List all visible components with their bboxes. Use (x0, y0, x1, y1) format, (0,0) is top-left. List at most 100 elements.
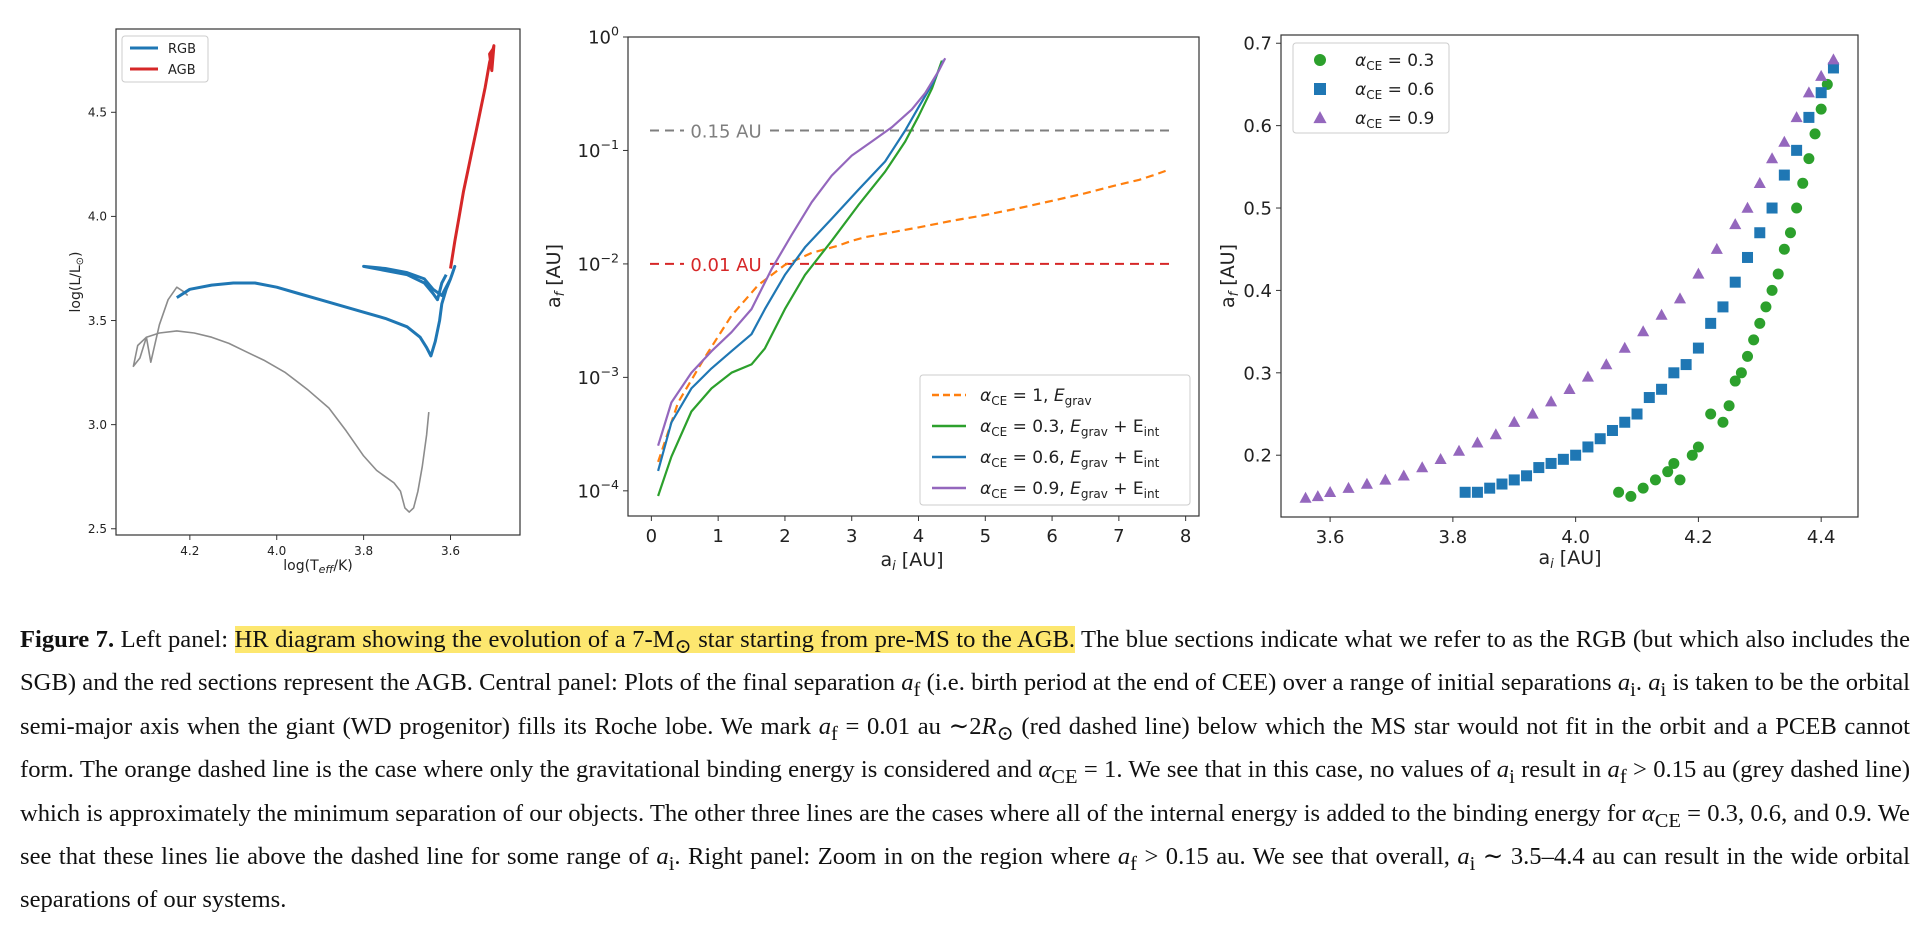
zoom-panel: 3.6 3.8 4.0 4.2 4.4 0.2 0.3 0.4 0.5 0.6 0.7 αCE = … (1217, 34, 1859, 572)
sep-legend-label-0: αCE = 1, Egrav (980, 386, 1092, 408)
zoom-legend-label-2: αCE = 0.9 (1355, 109, 1434, 131)
zoom-point-s2 (1581, 370, 1594, 382)
zoom-point-s2 (1790, 111, 1803, 123)
figure-caption: Figure 7. Left panel: HR diagram showing… (20, 626, 1911, 914)
figure-panels: 4.2 4.0 3.8 3.6 2.5 3.0 3.5 4.0 4.5 RGB AGB log(… (68, 23, 1859, 576)
sep-y-tick-label: 10−3 (578, 364, 619, 389)
sep-x-tick-label: 5 (980, 526, 991, 547)
hr-legend: RGB AGB (121, 35, 209, 83)
sep-x-tick-label: 2 (779, 526, 790, 547)
hr-track-agb (449, 44, 496, 269)
hr-x-tick-label: 4.2 (180, 544, 199, 558)
zoom-point-s1 (1643, 392, 1655, 404)
zoom-point-s1 (1656, 383, 1668, 395)
zoom-y-tick-label: 0.5 (1243, 199, 1272, 220)
zoom-point-s1 (1827, 62, 1839, 74)
zoom-point-s1 (1533, 462, 1545, 474)
sep-legend: αCE = 1, Egrav αCE = 0.3, Egrav + Eint αCE… (919, 374, 1191, 506)
zoom-point-s0 (1649, 474, 1661, 486)
zoom-legend-box (1292, 42, 1450, 134)
sep-plot-frame (627, 36, 1200, 517)
hr-legend-agb-label: AGB (168, 63, 196, 78)
zoom-point-s2 (1471, 436, 1484, 448)
sep-hline-label-0: 0.15 AU (690, 121, 761, 142)
zoom-point-s1 (1508, 474, 1520, 486)
zoom-x-tick-label: 4.2 (1684, 527, 1713, 548)
sep-legend-label-2: αCE = 0.6, Egrav + Eint (980, 448, 1160, 470)
zoom-point-s1 (1459, 486, 1471, 498)
zoom-point-s2 (1545, 395, 1558, 407)
sep-axes-group: 0 1 2 3 4 5 6 7 8 10−4 10−3 10−2 10−1 100 (578, 23, 1192, 547)
zoom-point-s2 (1600, 358, 1613, 370)
zoom-point-s2 (1778, 135, 1791, 147)
zoom-point-s0 (1791, 202, 1803, 214)
zoom-point-s2 (1815, 69, 1828, 81)
zoom-y-tick-label: 0.2 (1243, 446, 1272, 467)
hr-y-tick-label: 4.0 (88, 210, 107, 224)
zoom-point-s2 (1360, 477, 1373, 489)
zoom-legend-label-0: αCE = 0.3 (1355, 51, 1434, 73)
sep-hline-label-bg-0 (684, 119, 768, 142)
sep-x-tick-label: 0 (646, 526, 657, 547)
caption-label: Figure 7. (20, 626, 115, 653)
sep-series-group: 0.15 AU 0.01 AU (650, 57, 1175, 497)
zoom-legend-label-1: αCE = 0.6 (1355, 80, 1434, 102)
sep-y-tick-label: 10−4 (578, 477, 619, 502)
sep-hline-label-bg-1 (684, 252, 768, 275)
zoom-point-s1 (1815, 87, 1827, 99)
zoom-point-s1 (1557, 453, 1569, 465)
zoom-point-s2 (1416, 461, 1429, 473)
zoom-point-s2 (1753, 176, 1766, 188)
zoom-point-s0 (1705, 408, 1717, 420)
separation-panel: 0.15 AU 0.01 AU 0 1 2 3 4 5 6 7 8 10−4 10−3 10−2 10−1… (543, 23, 1200, 574)
zoom-legend: αCE = 0.3 αCE = 0.6 αCE = 0.9 (1292, 42, 1450, 134)
zoom-point-s0 (1723, 400, 1735, 412)
sep-series-line-3 (657, 57, 947, 447)
zoom-point-s0 (1748, 334, 1760, 346)
zoom-point-s2 (1526, 407, 1539, 419)
zoom-point-s1 (1545, 457, 1557, 469)
zoom-x-tick-label: 4.0 (1561, 527, 1590, 548)
zoom-point-s2 (1655, 308, 1668, 320)
zoom-point-s1 (1631, 408, 1643, 420)
zoom-point-s0 (1778, 243, 1790, 255)
zoom-legend-marker-0 (1314, 54, 1326, 66)
zoom-point-s2 (1563, 382, 1576, 394)
zoom-axes-group: 3.6 3.8 4.0 4.2 4.4 0.2 0.3 0.4 0.5 0.6 0.7 (1243, 34, 1835, 548)
zoom-point-s2 (1741, 201, 1754, 213)
zoom-point-s0 (1662, 466, 1674, 478)
caption-highlight: HR diagram showing the evolution of a 7-… (234, 626, 1076, 658)
hr-y-tick-label: 4.5 (88, 106, 107, 120)
zoom-point-s1 (1705, 317, 1717, 329)
zoom-point-s1 (1766, 202, 1778, 214)
zoom-y-tick-label: 0.6 (1243, 116, 1272, 137)
zoom-y-tick-label: 0.7 (1243, 34, 1272, 55)
zoom-point-s0 (1674, 474, 1686, 486)
zoom-point-s2 (1710, 242, 1723, 254)
zoom-point-s0 (1803, 153, 1815, 165)
hr-y-tick-label: 3.0 (88, 418, 107, 432)
zoom-point-s2 (1397, 469, 1410, 481)
zoom-point-s0 (1742, 350, 1754, 362)
zoom-point-s0 (1809, 128, 1821, 140)
sep-x-tick-label: 7 (1113, 526, 1124, 547)
hr-x-tick-label: 3.8 (354, 544, 373, 558)
sep-y-tick-label: 100 (588, 23, 619, 48)
zoom-point-s2 (1434, 452, 1447, 464)
zoom-legend-marker-1 (1314, 83, 1326, 95)
zoom-point-s2 (1452, 444, 1466, 456)
zoom-x-axis-label: ai [AU] (1538, 547, 1601, 572)
zoom-point-s0 (1772, 268, 1784, 280)
zoom-point-s1 (1754, 227, 1766, 239)
zoom-point-s0 (1784, 227, 1796, 239)
sep-x-tick-label: 8 (1180, 526, 1191, 547)
zoom-point-s1 (1619, 416, 1631, 428)
hr-legend-rgb-label: RGB (168, 42, 196, 57)
zoom-point-s2 (1729, 218, 1742, 230)
zoom-point-s1 (1791, 144, 1803, 156)
sep-y-tick-label: 10−1 (578, 137, 619, 162)
zoom-point-s1 (1680, 359, 1692, 371)
zoom-plot-frame (1280, 34, 1859, 518)
zoom-point-s1 (1484, 482, 1496, 494)
sep-x-tick-label: 3 (846, 526, 857, 547)
